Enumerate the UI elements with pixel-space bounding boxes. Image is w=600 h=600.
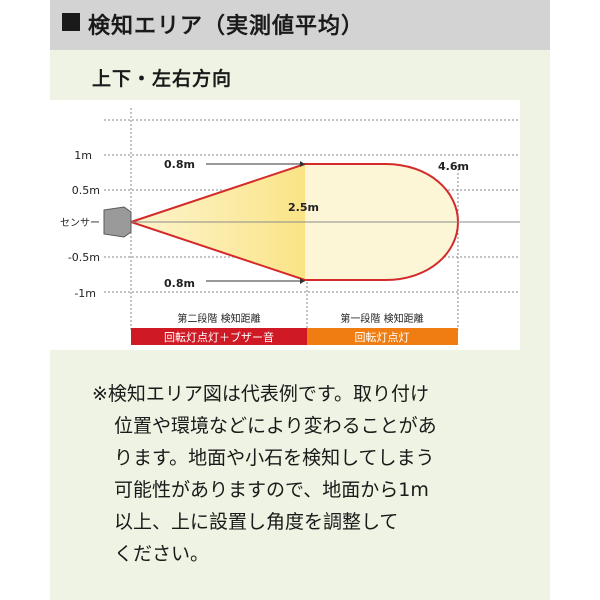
zone-1-label: 第一段階 検知距離	[340, 312, 423, 325]
section-title: 検知エリア（実測値平均）	[88, 14, 365, 39]
note-line: 可能性がありますので、地面から1m	[114, 479, 429, 501]
note-line: 位置や環境などにより変わることがあ	[114, 415, 437, 437]
disclaimer-note: ※検知エリア図は代表例です。取り付け 位置や環境などにより変わることがあ ります…	[92, 378, 532, 570]
zone-1-bar	[307, 328, 458, 345]
y-label-minus-0.5m: -0.5m	[68, 251, 100, 264]
top-width-label: 0.8m	[164, 158, 195, 171]
note-line: 以上、上に設置し角度を調整して	[114, 511, 399, 533]
diagram-subtitle: 上下・左右方向	[92, 68, 233, 90]
y-label-minus-1m: -1m	[74, 287, 96, 300]
sensor-icon	[103, 206, 132, 238]
y-label-sensor: センサー	[60, 217, 100, 229]
y-label-0.5m: 0.5m	[72, 184, 100, 197]
square-bullet-icon	[62, 13, 80, 31]
max-range-label: 4.6m	[438, 160, 469, 173]
y-label-1m: 1m	[74, 149, 92, 162]
bottom-width-label: 0.8m	[164, 277, 195, 290]
zone-2-bar	[131, 328, 307, 345]
note-line: ください。	[114, 543, 210, 565]
zone-1-action: 回転灯点灯	[355, 331, 410, 344]
header-bar	[50, 0, 550, 50]
mid-range-label: 2.5m	[288, 201, 319, 214]
zone-2-label: 第二段階 検知距離	[177, 312, 260, 325]
note-line: ※検知エリア図は代表例です。取り付け	[92, 383, 430, 405]
note-line: ります。地面や小石を検知してしまう	[114, 447, 435, 469]
zone-2-action: 回転灯点灯＋ブザー音	[164, 330, 274, 344]
